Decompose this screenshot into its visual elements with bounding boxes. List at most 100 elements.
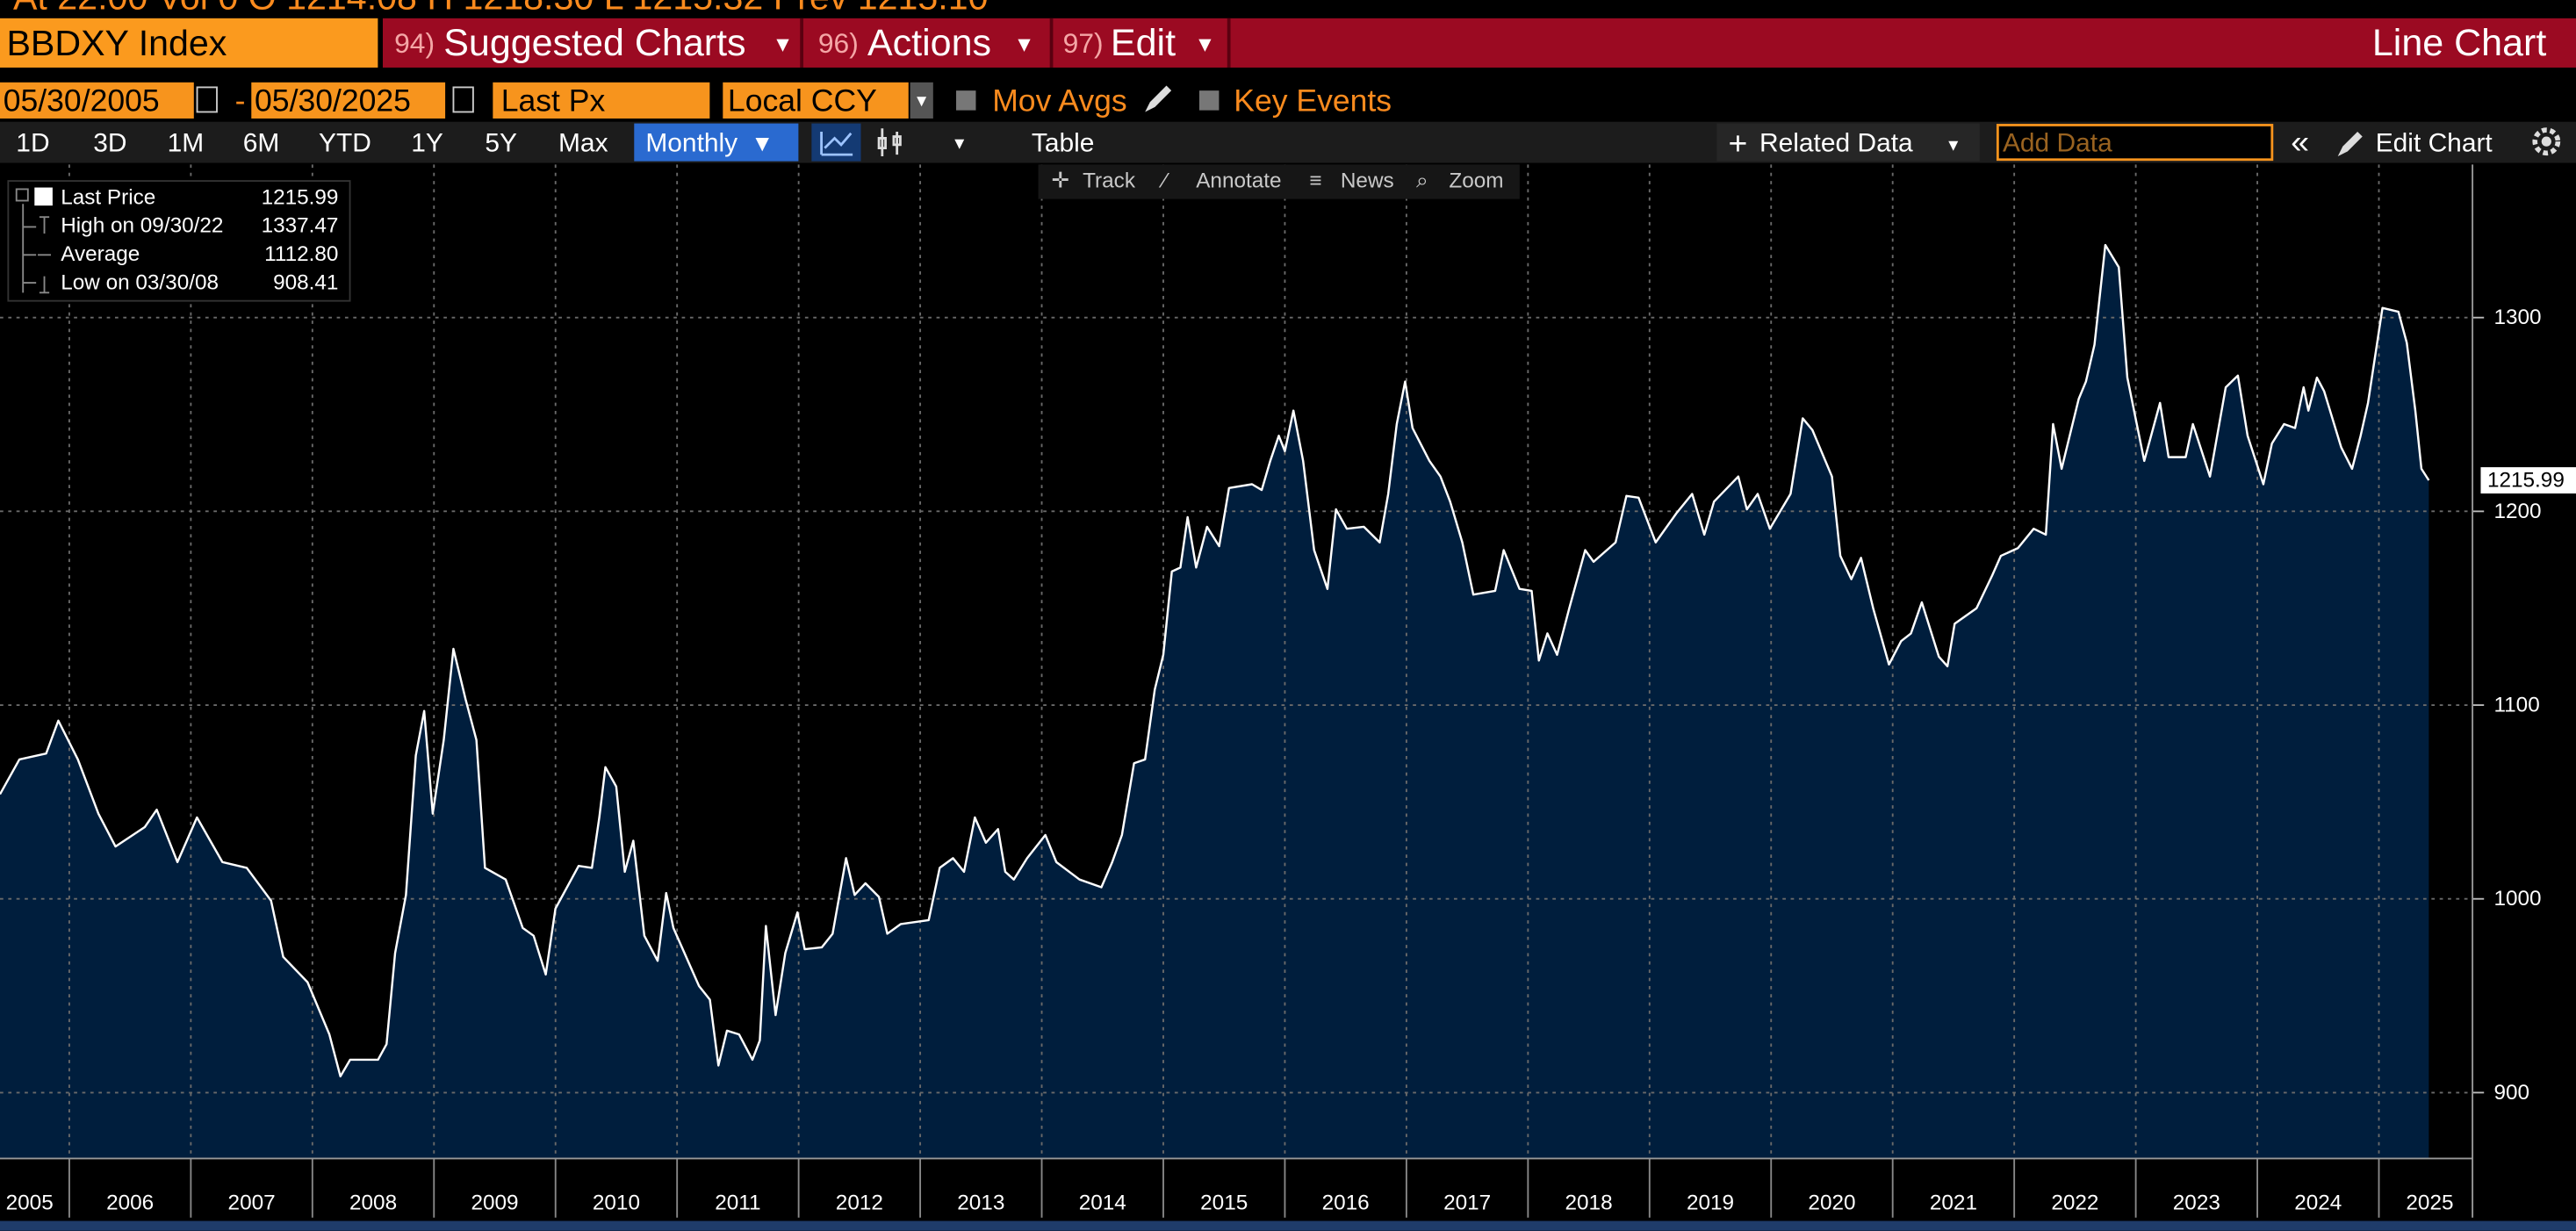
y-tick-label: 1300 xyxy=(2493,306,2541,329)
period-button[interactable]: YTD xyxy=(319,129,371,158)
dropdown-arrow: ▼ xyxy=(1945,135,1961,154)
period-button[interactable]: 1D xyxy=(16,129,49,158)
settings-icon-center xyxy=(2541,136,2551,147)
option[interactable]: Mov Avgs xyxy=(992,83,1126,118)
period-button[interactable]: 3D xyxy=(93,129,126,158)
pencil-icon xyxy=(2337,131,2363,157)
line-icon xyxy=(820,131,853,156)
legend-value: 1215.99 xyxy=(262,185,339,209)
legend-value: 1337.47 xyxy=(262,214,339,238)
settings-icon[interactable] xyxy=(2532,127,2561,156)
x-tick-label: 2015 xyxy=(1200,1191,1248,1214)
candle-icon[interactable] xyxy=(877,128,902,157)
related-data-box[interactable] xyxy=(1716,123,1980,162)
quote-bar: At 22.00 Vol 0 O 1214.08 H 1218.30 L 121… xyxy=(13,0,989,18)
legend-label: Low on 03/30/08 xyxy=(61,270,219,294)
x-tick-label: 2016 xyxy=(1322,1191,1370,1214)
pencil-icon[interactable] xyxy=(1145,85,1172,112)
table-button[interactable]: Table xyxy=(1032,129,1095,158)
plus-icon: + xyxy=(1728,125,1747,162)
menu-key: 94) xyxy=(394,27,435,59)
x-tick-label: 2022 xyxy=(2051,1191,2098,1214)
currency-dropdown[interactable] xyxy=(910,82,933,119)
date-separator: - xyxy=(235,83,246,118)
end-date-box[interactable] xyxy=(251,82,446,119)
period-button[interactable]: 6M xyxy=(243,129,280,158)
chart-type: Line Chart xyxy=(2372,22,2547,64)
x-tick-label: 2011 xyxy=(715,1191,760,1214)
x-tick-label: 2023 xyxy=(2173,1191,2220,1214)
x-tick-label: 2006 xyxy=(106,1191,154,1214)
x-tick-label: 2021 xyxy=(1930,1191,1977,1214)
legend-box xyxy=(7,180,351,302)
last-price-tag xyxy=(2480,467,2576,494)
checkbox[interactable] xyxy=(1198,90,1220,111)
calendar-icon[interactable] xyxy=(452,86,474,113)
menu-key: 96) xyxy=(818,27,859,59)
x-tick-label: 2013 xyxy=(957,1191,1004,1214)
x-tick-label: 2008 xyxy=(349,1191,397,1214)
y-tick-label: 1100 xyxy=(2493,694,2539,717)
line xyxy=(0,243,2430,1078)
menu-bar xyxy=(382,18,2576,68)
x-tick-label: 2025 xyxy=(2406,1191,2453,1214)
calendar-icon[interactable] xyxy=(196,86,218,113)
legend-tree xyxy=(22,204,52,294)
checkbox[interactable] xyxy=(956,90,976,111)
period-button[interactable]: 5Y xyxy=(485,129,517,158)
period-buttons: 1D 3D 1M 6M YTD 1Y 5Y Max xyxy=(16,129,608,158)
dropdown-arrow: ▼ xyxy=(772,32,793,56)
menu-item[interactable]: Actions xyxy=(867,22,991,64)
currency-box[interactable] xyxy=(723,82,909,119)
add-data-box[interactable] xyxy=(1996,124,2274,162)
area xyxy=(0,245,2429,1159)
frequency-box[interactable] xyxy=(634,123,799,162)
x-tick-label: 2010 xyxy=(593,1191,640,1214)
legend-toggle[interactable] xyxy=(15,188,29,202)
x-tick-label: 2019 xyxy=(1687,1191,1734,1214)
legend-label: Average xyxy=(61,242,140,266)
tool[interactable]: News xyxy=(1341,169,1394,193)
tool-bar xyxy=(1038,164,1520,199)
edit-chart[interactable]: Edit Chart xyxy=(2376,129,2493,158)
frequency: Monthly xyxy=(645,129,738,158)
status-strip xyxy=(0,1220,2576,1231)
ticker-box[interactable] xyxy=(0,18,378,68)
tool-icon: ≡ xyxy=(1309,169,1321,193)
period-button[interactable]: 1M xyxy=(168,129,205,158)
related-data: Related Data xyxy=(1759,129,1913,158)
legend-label: High on 09/30/22 xyxy=(61,214,223,238)
currency: Local CCY xyxy=(728,83,877,118)
collapse-icon[interactable]: « xyxy=(2291,123,2309,160)
legend-label: Last Price xyxy=(61,185,155,209)
field-box[interactable] xyxy=(493,82,710,119)
dropdown-arrow: ▼ xyxy=(913,91,930,110)
y-tick-label: 1000 xyxy=(2493,887,2541,911)
tool[interactable]: Annotate xyxy=(1196,169,1281,193)
x-tick-label: 2005 xyxy=(6,1191,54,1214)
x-tick-label: 2012 xyxy=(836,1191,883,1214)
add-data: Add Data xyxy=(2003,129,2112,158)
menu-item[interactable]: Edit xyxy=(1111,22,1176,64)
tool-icon: ✛ xyxy=(1052,169,1069,193)
dropdown-arrow: ▼ xyxy=(1014,32,1035,56)
y-tick-label: 900 xyxy=(2493,1081,2529,1105)
legend-value: 908.41 xyxy=(273,270,338,294)
plot-area: 900 1000 1100 1200 1300 2005 2006 2007 2008 2009 2… xyxy=(0,164,2576,1218)
menu-item[interactable]: Suggested Charts xyxy=(443,22,745,64)
period-button[interactable]: 1Y xyxy=(411,129,443,158)
ticker: BBDXY Index xyxy=(6,23,227,63)
legend-value: 1112.80 xyxy=(264,242,338,266)
field: Last Px xyxy=(501,83,606,118)
option[interactable]: Key Events xyxy=(1234,83,1392,118)
start-date-box[interactable] xyxy=(0,82,194,119)
tool[interactable]: Zoom xyxy=(1449,169,1503,193)
x-tick-label: 2009 xyxy=(471,1191,518,1214)
period-button[interactable]: Max xyxy=(558,129,608,158)
menu-key: 97) xyxy=(1063,27,1104,59)
dropdown-arrow[interactable]: ▼ xyxy=(952,134,968,153)
dropdown-arrow: ▼ xyxy=(1194,32,1215,56)
dropdown-arrow: ▼ xyxy=(751,130,774,156)
tool[interactable]: Track xyxy=(1083,169,1136,193)
